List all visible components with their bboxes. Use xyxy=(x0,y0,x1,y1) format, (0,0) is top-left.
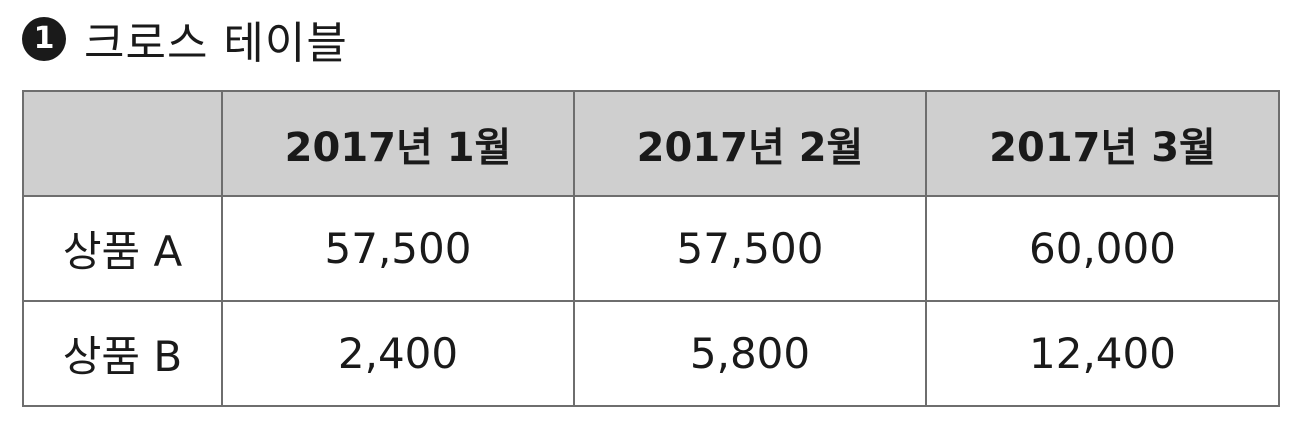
column-header: 2017년 3월 xyxy=(925,90,1280,197)
table-cell: 60,000 xyxy=(925,195,1280,302)
section-heading: 1 크로스 테이블 xyxy=(22,8,348,70)
row-label: 상품 B xyxy=(22,300,223,407)
table-cell: 2,400 xyxy=(221,300,575,407)
cross-table: 2017년 1월 2017년 2월 2017년 3월 상품 A 57,500 5… xyxy=(22,90,1280,407)
table-cell: 57,500 xyxy=(221,195,575,302)
table-row: 상품 A 57,500 57,500 60,000 xyxy=(22,195,1280,302)
number-badge-text: 1 xyxy=(33,21,55,56)
table-cell: 57,500 xyxy=(573,195,927,302)
table-cell: 5,800 xyxy=(573,300,927,407)
row-label: 상품 A xyxy=(22,195,223,302)
header-row: 2017년 1월 2017년 2월 2017년 3월 xyxy=(22,90,1280,197)
corner-cell xyxy=(22,90,223,197)
number-badge: 1 xyxy=(22,17,66,61)
column-header: 2017년 2월 xyxy=(573,90,927,197)
table-row: 상품 B 2,400 5,800 12,400 xyxy=(22,300,1280,407)
section-title: 크로스 테이블 xyxy=(84,18,348,69)
column-header: 2017년 1월 xyxy=(221,90,575,197)
table-cell: 12,400 xyxy=(925,300,1280,407)
